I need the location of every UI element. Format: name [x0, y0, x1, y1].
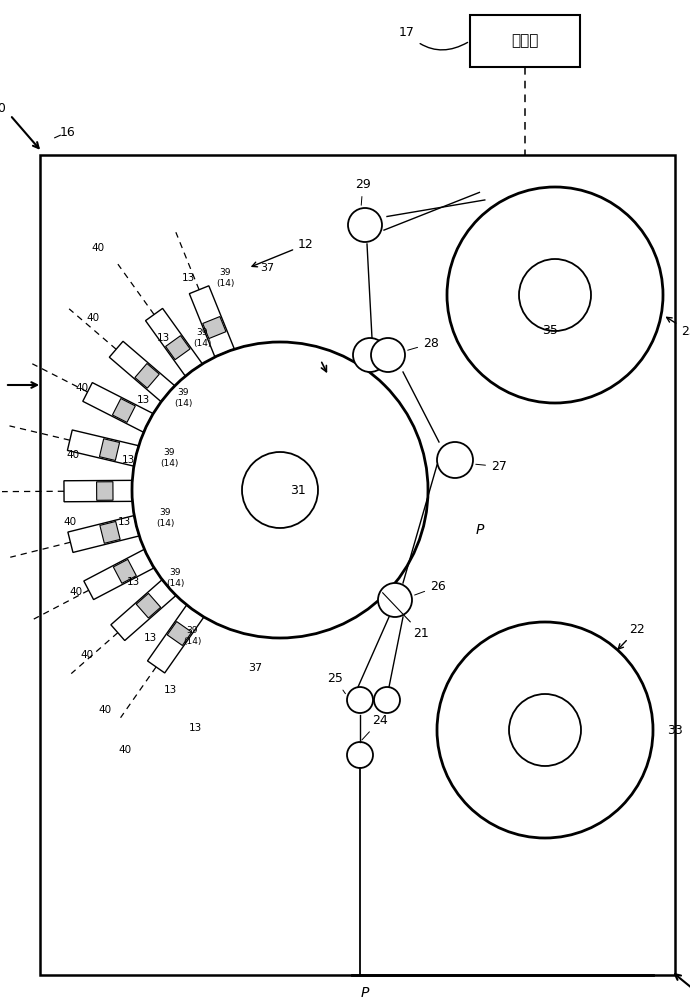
Text: 40: 40 — [119, 745, 132, 755]
Text: 39
(14): 39 (14) — [160, 448, 178, 468]
Text: 13: 13 — [157, 333, 170, 343]
Text: P: P — [361, 986, 369, 1000]
Text: 40: 40 — [70, 587, 83, 597]
Text: 13: 13 — [121, 455, 135, 465]
Text: 22: 22 — [618, 623, 645, 649]
Text: 40: 40 — [86, 313, 99, 323]
Text: 13: 13 — [137, 395, 150, 405]
Text: 26: 26 — [415, 580, 446, 595]
Text: 13: 13 — [117, 517, 130, 527]
Text: 37: 37 — [248, 663, 262, 673]
Polygon shape — [100, 521, 120, 543]
Text: 24: 24 — [362, 714, 388, 740]
Circle shape — [437, 442, 473, 478]
Text: 40: 40 — [75, 383, 88, 393]
Circle shape — [437, 622, 653, 838]
Text: 13: 13 — [181, 273, 195, 283]
Polygon shape — [113, 559, 137, 583]
Circle shape — [509, 694, 581, 766]
Text: 16: 16 — [60, 126, 76, 139]
Bar — [40, 155, 675, 975]
Text: 39
(14): 39 (14) — [193, 328, 211, 348]
Circle shape — [242, 452, 318, 528]
Text: 35: 35 — [542, 324, 558, 336]
Text: 13: 13 — [144, 633, 157, 643]
Polygon shape — [135, 364, 159, 388]
Polygon shape — [167, 622, 192, 645]
Circle shape — [374, 687, 400, 713]
Text: 33: 33 — [667, 724, 683, 736]
Text: 13: 13 — [188, 723, 201, 733]
Text: 21: 21 — [382, 593, 429, 640]
Polygon shape — [112, 399, 135, 422]
Bar — [470, 15, 580, 67]
Text: P: P — [476, 523, 484, 537]
Polygon shape — [136, 593, 161, 618]
Text: 40: 40 — [81, 650, 94, 660]
Polygon shape — [99, 439, 119, 460]
Text: 29: 29 — [355, 178, 371, 205]
Circle shape — [378, 583, 412, 617]
Circle shape — [519, 259, 591, 331]
Text: 10: 10 — [0, 103, 7, 115]
Text: 40: 40 — [66, 450, 79, 460]
Text: 23: 23 — [667, 317, 690, 338]
Circle shape — [371, 338, 405, 372]
Circle shape — [353, 338, 387, 372]
Text: 40: 40 — [99, 705, 112, 715]
Text: 39
(14): 39 (14) — [183, 626, 201, 646]
Text: 40: 40 — [63, 517, 77, 527]
Text: 13: 13 — [126, 577, 139, 587]
Text: 17: 17 — [399, 26, 468, 50]
Text: 37: 37 — [260, 263, 274, 273]
Text: 40: 40 — [92, 243, 105, 253]
Text: 13: 13 — [164, 685, 177, 695]
Text: 39
(14): 39 (14) — [156, 508, 174, 528]
Text: 31: 31 — [290, 484, 306, 496]
Circle shape — [447, 187, 663, 403]
Text: 15: 15 — [0, 359, 2, 371]
Text: 39
(14): 39 (14) — [166, 568, 184, 588]
Text: 25: 25 — [327, 672, 346, 694]
Polygon shape — [203, 317, 226, 339]
Text: 27: 27 — [476, 460, 507, 473]
Polygon shape — [97, 482, 113, 500]
Text: 控制部: 控制部 — [511, 33, 539, 48]
Circle shape — [347, 742, 373, 768]
Circle shape — [348, 208, 382, 242]
Text: 39
(14): 39 (14) — [216, 268, 234, 288]
Polygon shape — [166, 336, 190, 360]
Text: 28: 28 — [408, 337, 439, 350]
Text: 12: 12 — [252, 238, 314, 267]
Text: 39
(14): 39 (14) — [174, 388, 193, 408]
Circle shape — [347, 687, 373, 713]
Circle shape — [132, 342, 428, 638]
